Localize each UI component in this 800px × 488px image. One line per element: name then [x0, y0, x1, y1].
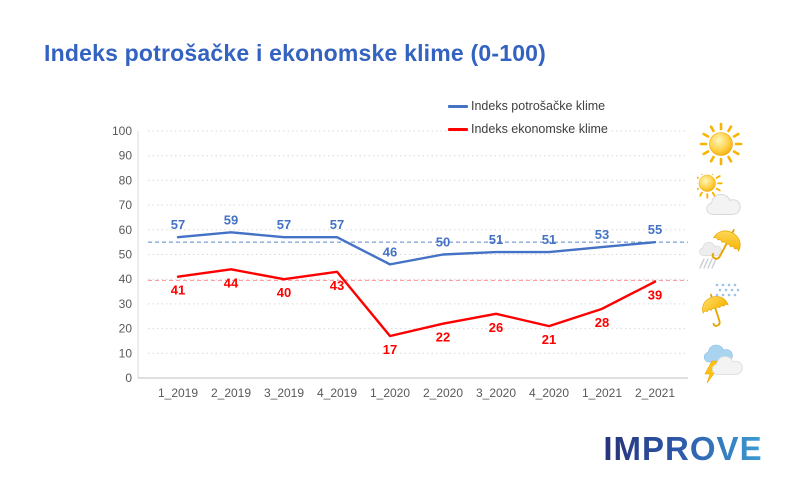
sun-icon: [699, 122, 743, 166]
y-tick-label: 20: [119, 322, 133, 336]
chart-legend: Indeks potrošačke klime Indeks ekonomske…: [448, 99, 608, 136]
data-label: 57: [171, 217, 185, 232]
legend-item-potrosacke: Indeks potrošačke klime: [448, 99, 608, 113]
data-label: 21: [542, 332, 556, 347]
sun-behind-cloud-icon: [697, 174, 741, 215]
y-tick-label: 0: [125, 371, 132, 385]
x-tick-label: 1_2019: [158, 386, 198, 400]
data-label: 28: [595, 315, 609, 330]
umbrella-with-rain-cloud-icon: [699, 228, 745, 269]
y-tick-label: 100: [112, 124, 132, 138]
x-tick-label: 4_2019: [317, 386, 357, 400]
data-label: 51: [542, 232, 556, 247]
x-tick-label: 3_2020: [476, 386, 516, 400]
data-label: 41: [171, 283, 185, 298]
y-tick-label: 60: [119, 223, 133, 237]
improve-logo: IMPROVE: [588, 430, 778, 468]
data-label: 51: [489, 232, 503, 247]
y-tick-label: 30: [119, 297, 133, 311]
legend-item-ekonomske: Indeks ekonomske klime: [448, 122, 608, 136]
climate-index-line-chart: 0 10 20 30 40 50 60 70 80 90 100 1_2019 2_2019 3_2019…: [112, 124, 688, 400]
y-tick-label: 50: [119, 248, 133, 262]
series-line-potrosacke: [176, 231, 657, 266]
x-tick-label: 1_2021: [582, 386, 622, 400]
y-tick-label: 80: [119, 173, 133, 187]
x-tick-label: 2_2019: [211, 386, 251, 400]
data-label: 26: [489, 320, 503, 335]
data-label: 55: [648, 222, 662, 237]
data-label: 57: [277, 217, 291, 232]
data-label: 40: [277, 285, 291, 300]
data-label: 17: [383, 342, 397, 357]
data-label: 50: [436, 235, 450, 250]
x-tick-label: 2_2020: [423, 386, 463, 400]
data-label: 43: [330, 278, 344, 293]
data-label: 22: [436, 330, 450, 345]
series-line-ekonomske: [176, 268, 657, 338]
page-title: Indeks potrošačke i ekonomske klime (0-1…: [44, 40, 547, 66]
data-label: 53: [595, 227, 609, 242]
weather-icon-column: [694, 120, 748, 384]
y-tick-label: 70: [119, 198, 133, 212]
legend-line-blue-icon: [448, 104, 468, 108]
x-tick-label: 3_2019: [264, 386, 304, 400]
y-tick-label: 40: [119, 272, 133, 286]
umbrella-with-rain-icon: [697, 283, 740, 330]
cloud-with-lightning-icon: [703, 344, 743, 384]
data-label: 57: [330, 217, 344, 232]
x-tick-label: 2_2021: [635, 386, 675, 400]
legend-label: Indeks potrošačke klime: [471, 99, 606, 113]
legend-line-red-icon: [448, 127, 468, 131]
x-tick-label: 4_2020: [529, 386, 569, 400]
legend-label: Indeks ekonomske klime: [471, 122, 608, 136]
x-tick-label: 1_2020: [370, 386, 410, 400]
data-label: 44: [224, 275, 239, 290]
y-tick-label: 10: [119, 346, 133, 360]
data-label: 59: [224, 212, 238, 227]
data-label: 39: [648, 288, 662, 303]
data-label: 46: [383, 244, 397, 259]
y-tick-label: 90: [119, 149, 133, 163]
